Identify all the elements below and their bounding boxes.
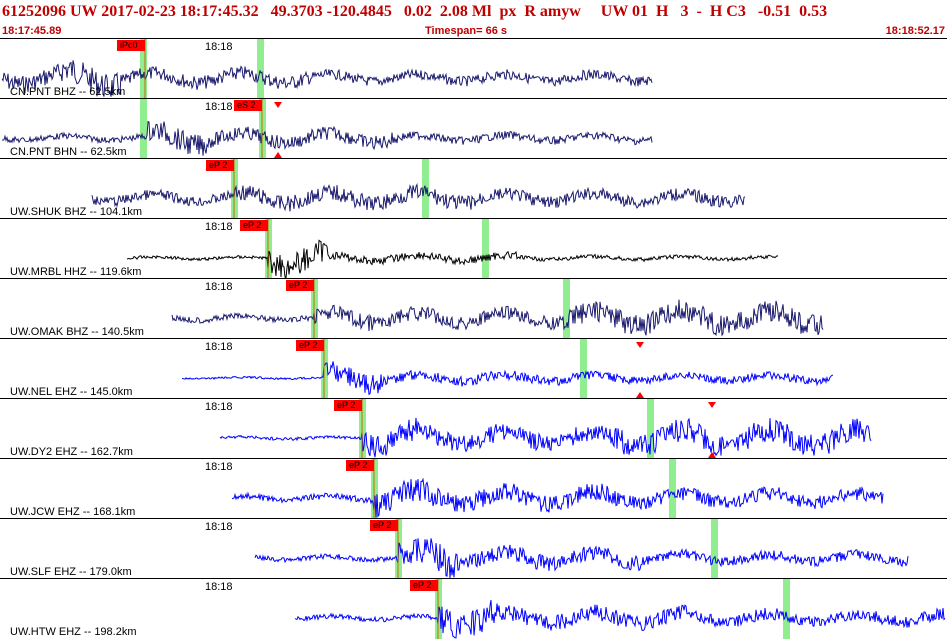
phase-pick-label[interactable]: eP 2 [410,580,438,591]
phase-marker [669,459,676,519]
waveform [181,361,833,396]
phase-pick-label[interactable]: eS 2 [234,100,262,111]
waveform [1,120,653,156]
trace-panel[interactable]: 18:18 eP 2 UW.MRBL HHZ -- 119.6km [0,218,947,279]
time-tick-label: 18:18 [205,221,233,233]
end-time: 18:18:52.17 [885,25,945,37]
amplitude-marker-icon [274,102,282,108]
station-label: UW.DY2 EHZ -- 162.7km [10,446,133,458]
phase-marker [580,339,587,399]
event-title: 61252096 UW 2017-02-23 18:17:45.32 49.37… [2,3,828,20]
trace-panel[interactable]: 18:18 eS 2 CN.PNT BHN -- 62.5km [0,98,947,159]
station-label: CN.PNT BHZ -- 62.5km [10,86,126,98]
phase-pick-label[interactable]: eP 2 [346,460,374,471]
phase-marker [647,399,654,459]
station-label: UW.SHUK BHZ -- 104.1km [10,206,143,218]
time-tick-label: 18:18 [205,401,233,413]
seismogram [219,399,872,459]
waveform [1,60,653,97]
phase-marker [257,39,264,99]
phase-pick-label[interactable]: eP 2 [240,220,268,231]
time-tick-label: 18:18 [205,461,233,473]
phase-pick-label[interactable]: eP 2 [206,160,234,171]
seismogram [1,39,653,99]
seismogram [126,219,779,279]
trace-panel[interactable]: 18:18 eP 2 UW.NEL EHZ -- 145.0km [0,338,947,399]
header: 61252096 UW 2017-02-23 18:17:45.32 49.37… [0,0,947,38]
phase-marker [140,39,147,99]
time-tick-label: 18:18 [205,341,233,353]
trace-panel[interactable]: 18:18 iPc0 CN.PNT BHZ -- 62.5km [0,38,947,99]
station-label: UW.NEL EHZ -- 145.0km [10,386,133,398]
seismogram [1,99,653,159]
phase-marker [711,519,718,579]
phase-marker [563,279,570,339]
phase-pick-label[interactable]: eP 2 [286,280,314,291]
station-label: UW.OMAK BHZ -- 140.5km [10,326,144,338]
phase-marker [783,579,790,639]
trace-panel[interactable]: 18:18 eP 2 UW.JCW EHZ -- 168.1km [0,458,947,519]
phase-marker [140,99,147,159]
time-tick-label: 18:18 [205,41,233,53]
amplitude-marker-icon [708,402,716,408]
time-tick-label: 18:18 [205,101,233,113]
amplitude-marker-icon [636,392,644,398]
station-label: UW.HTW EHZ -- 198.2km [10,626,137,638]
phase-pick-label[interactable]: eP 2 [296,340,324,351]
station-label: UW.MRBL HHZ -- 119.6km [10,266,142,278]
seismogram [171,279,824,339]
phase-pick-label[interactable]: eP 2 [334,400,362,411]
seismogram [294,579,946,639]
phase-pick-label[interactable]: iPc0 [117,40,145,51]
station-label: UW.SLF EHZ -- 179.0km [10,566,132,578]
time-tick-label: 18:18 [205,281,233,293]
waveform [231,477,884,518]
waveform [126,239,779,279]
start-time: 18:17:45.89 [2,25,62,37]
seismogram [231,459,884,519]
trace-area: 18:18 iPc0 CN.PNT BHZ -- 62.5km 18:18 eS 2 CN… [0,38,947,640]
station-label: UW.JCW EHZ -- 168.1km [10,506,136,518]
phase-marker [482,219,489,279]
seismogram [91,159,746,219]
trace-panel[interactable]: 18:18 eP 2 UW.SLF EHZ -- 179.0km [0,518,947,579]
station-label: CN.PNT BHN -- 62.5km [10,146,127,158]
trace-panel[interactable]: 18:18 eP 2 UW.OMAK BHZ -- 140.5km [0,278,947,339]
waveform [91,182,746,212]
trace-panel[interactable]: 18:18 eP 2 UW.HTW EHZ -- 198.2km [0,578,947,639]
seismogram [254,519,909,579]
phase-pick-label[interactable]: eP 2 [370,520,398,531]
waveform [171,299,824,337]
waveform [219,417,872,458]
amplitude-marker-icon [636,342,644,348]
time-tick-label: 18:18 [205,521,233,533]
trace-panel[interactable]: 18:18 eP 2 UW.DY2 EHZ -- 162.7km [0,398,947,459]
waveform [294,600,946,639]
waveform [254,538,909,579]
seismogram [181,339,833,399]
timespan-label: Timespan= 66 s [425,25,508,37]
amplitude-marker-icon [708,452,716,458]
time-tick-label: 18:18 [205,581,233,593]
amplitude-marker-icon [274,152,282,158]
